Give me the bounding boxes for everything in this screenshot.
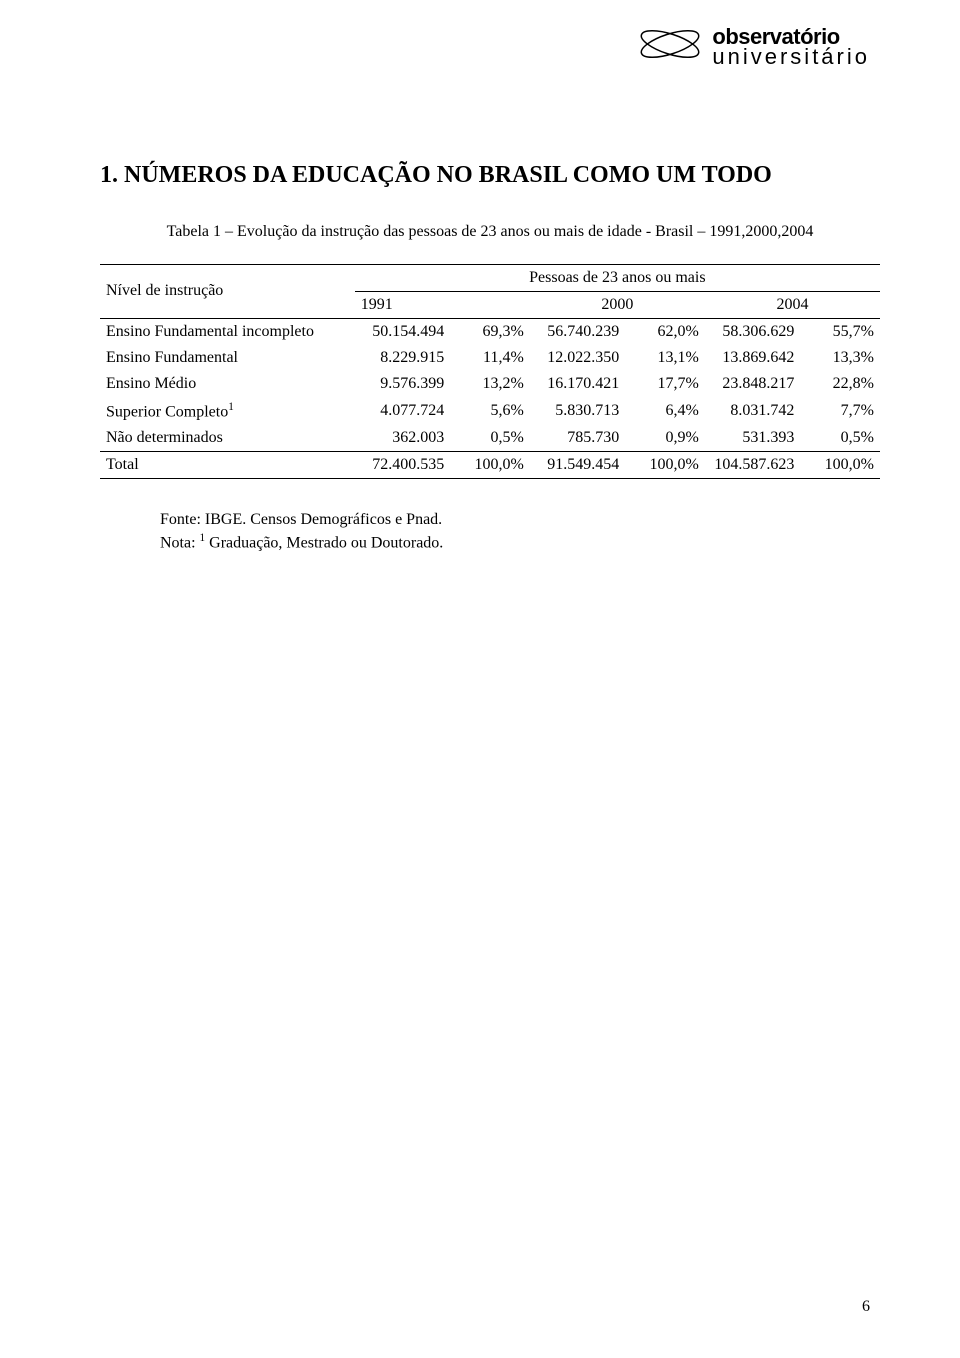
table-caption: Tabela 1 – Evolução da instrução das pes… bbox=[100, 221, 880, 243]
table-row: Superior Completo14.077.7245,6%5.830.713… bbox=[100, 397, 880, 425]
row-cell: 91.549.454 bbox=[530, 451, 626, 478]
row-cell: 12.022.350 bbox=[530, 345, 626, 371]
table-total-row: Total72.400.535100,0%91.549.454100,0%104… bbox=[100, 451, 880, 478]
source-text: Fonte: IBGE. Censos Demográficos e Pnad. bbox=[160, 509, 880, 531]
data-table: Nível de instrução Pessoas de 23 anos ou… bbox=[100, 264, 880, 479]
page-content: 1. NÚMEROS DA EDUCAÇÃO NO BRASIL COMO UM… bbox=[100, 160, 880, 555]
row-cell: 785.730 bbox=[530, 425, 626, 452]
header-year-2004: 2004 bbox=[705, 291, 880, 318]
logo: observatório universitário bbox=[636, 20, 870, 73]
section-title: 1. NÚMEROS DA EDUCAÇÃO NO BRASIL COMO UM… bbox=[100, 160, 880, 191]
row-label: Ensino Fundamental incompleto bbox=[100, 318, 355, 345]
row-cell: 0,5% bbox=[450, 425, 530, 452]
table-row: Ensino Fundamental incompleto50.154.4946… bbox=[100, 318, 880, 345]
table-header-row-1: Nível de instrução Pessoas de 23 anos ou… bbox=[100, 264, 880, 291]
row-label: Ensino Médio bbox=[100, 371, 355, 397]
row-cell: 0,9% bbox=[625, 425, 705, 452]
row-cell: 13.869.642 bbox=[705, 345, 801, 371]
row-cell: 72.400.535 bbox=[355, 451, 451, 478]
row-cell: 23.848.217 bbox=[705, 371, 801, 397]
row-cell: 69,3% bbox=[450, 318, 530, 345]
row-cell: 11,4% bbox=[450, 345, 530, 371]
page-number: 6 bbox=[862, 1298, 870, 1316]
header-year-2000: 2000 bbox=[530, 291, 705, 318]
row-label: Total bbox=[100, 451, 355, 478]
row-cell: 13,2% bbox=[450, 371, 530, 397]
row-cell: 58.306.629 bbox=[705, 318, 801, 345]
row-cell: 8.031.742 bbox=[705, 397, 801, 425]
row-cell: 62,0% bbox=[625, 318, 705, 345]
row-cell: 100,0% bbox=[800, 451, 880, 478]
row-label: Não determinados bbox=[100, 425, 355, 452]
row-cell: 56.740.239 bbox=[530, 318, 626, 345]
note-text: Nota: 1 Graduação, Mestrado ou Doutorado… bbox=[160, 531, 880, 555]
source-note-block: Fonte: IBGE. Censos Demográficos e Pnad.… bbox=[100, 509, 880, 555]
row-cell: 16.170.421 bbox=[530, 371, 626, 397]
row-cell: 7,7% bbox=[800, 397, 880, 425]
header-col-label: Nível de instrução bbox=[100, 264, 355, 318]
row-cell: 8.229.915 bbox=[355, 345, 451, 371]
table-row: Não determinados362.0030,5%785.7300,9%53… bbox=[100, 425, 880, 452]
row-cell: 5,6% bbox=[450, 397, 530, 425]
row-cell: 104.587.623 bbox=[705, 451, 801, 478]
table-row: Ensino Fundamental8.229.91511,4%12.022.3… bbox=[100, 345, 880, 371]
row-cell: 5.830.713 bbox=[530, 397, 626, 425]
row-label: Superior Completo1 bbox=[100, 397, 355, 425]
row-cell: 9.576.399 bbox=[355, 371, 451, 397]
row-cell: 17,7% bbox=[625, 371, 705, 397]
logo-text-lower: universitário bbox=[712, 47, 870, 67]
row-cell: 6,4% bbox=[625, 397, 705, 425]
row-cell: 100,0% bbox=[625, 451, 705, 478]
row-cell: 4.077.724 bbox=[355, 397, 451, 425]
row-cell: 13,1% bbox=[625, 345, 705, 371]
row-cell: 50.154.494 bbox=[355, 318, 451, 345]
row-cell: 531.393 bbox=[705, 425, 801, 452]
row-cell: 55,7% bbox=[800, 318, 880, 345]
row-cell: 362.003 bbox=[355, 425, 451, 452]
row-cell: 22,8% bbox=[800, 371, 880, 397]
header-year-1991: 1991 bbox=[355, 291, 530, 318]
row-cell: 100,0% bbox=[450, 451, 530, 478]
row-cell: 0,5% bbox=[800, 425, 880, 452]
row-label: Ensino Fundamental bbox=[100, 345, 355, 371]
header-span-label: Pessoas de 23 anos ou mais bbox=[355, 264, 880, 291]
table-row: Ensino Médio9.576.39913,2%16.170.42117,7… bbox=[100, 371, 880, 397]
logo-text: observatório universitário bbox=[712, 27, 870, 67]
row-cell: 13,3% bbox=[800, 345, 880, 371]
logo-icon bbox=[636, 20, 704, 73]
